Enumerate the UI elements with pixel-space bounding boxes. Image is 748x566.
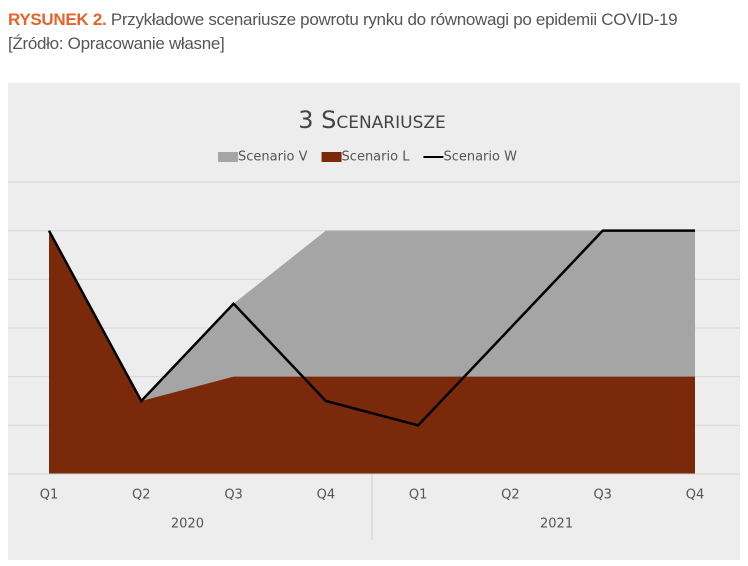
area [49,230,695,474]
x-tick-label: Q2 [132,488,151,503]
x-tick-label: Q3 [593,488,612,503]
legend-swatch [218,152,238,162]
x-tick-label: Q1 [409,488,428,503]
figure-source: [Źródło: Opracowanie własne] [8,34,225,53]
legend-label: Scenario L [342,150,411,165]
figure-label: RYSUNEK 2. [8,10,107,29]
x-tick-label: Q3 [224,488,243,503]
x-tick-label: Q4 [686,488,705,503]
figure-caption: Przykładowe scenariusze powrotu rynku do… [110,10,678,29]
group-label: 2021 [540,517,573,532]
chart-title: 3 Scenariusze [298,106,446,134]
legend-label: Scenario V [238,150,308,165]
legend-label: Scenario W [443,150,517,165]
x-tick-label: Q4 [317,488,336,503]
caption: RYSUNEK 2. Przykładowe scenariusze powro… [8,8,678,56]
x-tick-label: Q1 [40,488,59,503]
legend-swatch [321,152,342,162]
caption-line: RYSUNEK 2. Przykładowe scenariusze powro… [8,8,678,32]
x-tick-label: Q2 [501,488,520,503]
line [47,229,695,427]
group-label: 2020 [171,517,204,532]
